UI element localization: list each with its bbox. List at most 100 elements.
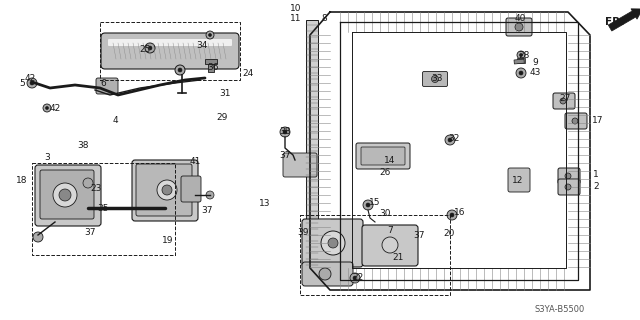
FancyBboxPatch shape	[553, 93, 575, 109]
Text: 29: 29	[216, 113, 228, 122]
Text: 2: 2	[593, 181, 599, 190]
Circle shape	[363, 200, 373, 210]
Text: 37: 37	[413, 230, 425, 239]
Text: 7: 7	[387, 226, 393, 235]
Circle shape	[209, 34, 211, 36]
Text: 21: 21	[392, 253, 404, 262]
FancyBboxPatch shape	[96, 78, 118, 94]
Circle shape	[45, 107, 49, 109]
Text: 15: 15	[369, 197, 381, 206]
Circle shape	[43, 104, 51, 112]
FancyBboxPatch shape	[506, 18, 532, 36]
Circle shape	[350, 273, 360, 283]
Circle shape	[53, 183, 77, 207]
Text: 42: 42	[49, 103, 61, 113]
Circle shape	[572, 118, 578, 124]
Text: 38: 38	[279, 126, 291, 135]
Circle shape	[515, 23, 523, 31]
FancyBboxPatch shape	[132, 160, 198, 221]
Bar	[514, 59, 524, 64]
Text: 8: 8	[321, 13, 327, 22]
Circle shape	[148, 46, 152, 50]
FancyBboxPatch shape	[40, 170, 94, 219]
Text: 3: 3	[44, 153, 50, 162]
Bar	[205, 59, 217, 64]
FancyBboxPatch shape	[362, 225, 418, 266]
Text: 5: 5	[19, 78, 25, 87]
Text: 9: 9	[532, 58, 538, 67]
FancyBboxPatch shape	[101, 33, 239, 69]
Circle shape	[517, 51, 525, 59]
FancyBboxPatch shape	[136, 164, 192, 216]
Text: 37: 37	[201, 205, 212, 214]
Text: 39: 39	[297, 228, 308, 236]
Text: 27: 27	[559, 93, 571, 102]
Text: 40: 40	[515, 13, 525, 22]
Text: 1: 1	[593, 170, 599, 179]
Text: 31: 31	[220, 89, 231, 98]
Circle shape	[520, 53, 522, 57]
Circle shape	[447, 210, 457, 220]
Circle shape	[328, 238, 338, 248]
Circle shape	[431, 76, 438, 83]
Circle shape	[448, 138, 452, 142]
FancyBboxPatch shape	[35, 165, 101, 226]
Circle shape	[450, 213, 454, 217]
FancyBboxPatch shape	[108, 39, 232, 46]
FancyBboxPatch shape	[565, 113, 587, 129]
Bar	[306, 20, 318, 270]
Circle shape	[83, 178, 93, 188]
Text: 4: 4	[112, 116, 118, 124]
FancyBboxPatch shape	[302, 219, 363, 267]
Text: FR.: FR.	[605, 17, 625, 27]
Circle shape	[30, 81, 34, 85]
Text: 19: 19	[163, 236, 173, 244]
Text: 24: 24	[243, 68, 253, 77]
FancyArrow shape	[608, 9, 640, 31]
Text: 17: 17	[592, 116, 604, 124]
Circle shape	[206, 31, 214, 39]
Text: 12: 12	[512, 175, 524, 185]
Circle shape	[175, 65, 185, 75]
Circle shape	[33, 232, 43, 242]
Circle shape	[162, 185, 172, 195]
Text: S3YA-B5500: S3YA-B5500	[535, 306, 585, 315]
Text: 11: 11	[291, 13, 301, 22]
Circle shape	[565, 173, 571, 179]
Circle shape	[145, 43, 155, 53]
Text: 37: 37	[279, 150, 291, 159]
FancyBboxPatch shape	[283, 153, 317, 177]
Circle shape	[321, 231, 345, 255]
Circle shape	[206, 191, 214, 199]
Text: 16: 16	[454, 207, 466, 217]
FancyBboxPatch shape	[361, 147, 405, 165]
Text: 25: 25	[140, 44, 150, 53]
Circle shape	[353, 276, 357, 280]
Text: 42: 42	[24, 74, 36, 83]
Circle shape	[560, 98, 566, 104]
FancyBboxPatch shape	[422, 71, 447, 86]
Circle shape	[445, 135, 455, 145]
Text: 41: 41	[189, 156, 201, 165]
FancyBboxPatch shape	[558, 179, 580, 195]
Text: 37: 37	[84, 228, 96, 236]
Circle shape	[565, 184, 571, 190]
Text: 33: 33	[431, 74, 443, 83]
Circle shape	[516, 68, 526, 78]
Text: 13: 13	[259, 198, 271, 207]
Text: 14: 14	[384, 156, 396, 164]
Text: 36: 36	[207, 62, 219, 71]
Circle shape	[59, 189, 71, 201]
Circle shape	[280, 127, 290, 137]
Circle shape	[283, 130, 287, 134]
Text: 38: 38	[77, 140, 89, 149]
Circle shape	[27, 78, 37, 88]
Bar	[208, 64, 214, 72]
Bar	[517, 58, 525, 63]
Text: 28: 28	[518, 51, 530, 60]
Text: 20: 20	[444, 228, 454, 237]
Text: 32: 32	[448, 133, 460, 142]
Text: 35: 35	[97, 204, 109, 212]
Circle shape	[382, 237, 398, 253]
Circle shape	[366, 203, 370, 207]
